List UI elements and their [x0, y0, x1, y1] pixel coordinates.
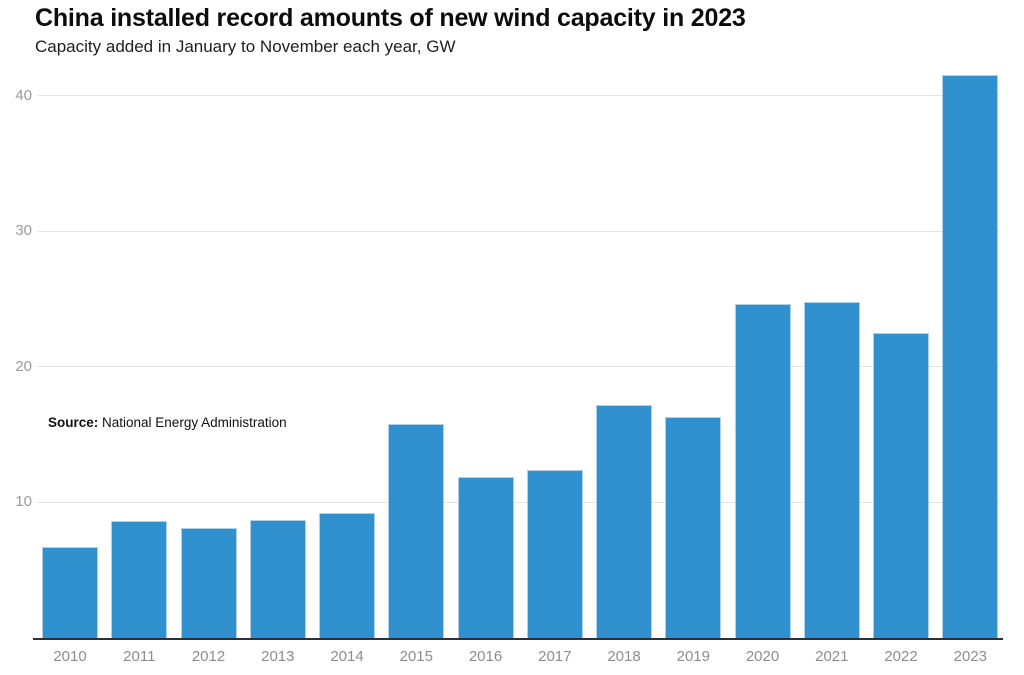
x-axis-tick-label: 2016 — [468, 648, 503, 665]
gridline-40 — [37, 95, 1000, 97]
bar-2014 — [319, 513, 375, 638]
x-axis-tick-label: 2014 — [330, 648, 364, 665]
y-axis-tick-label: 10 — [15, 493, 32, 511]
bar-2021 — [803, 301, 860, 638]
x-axis-tick-label: 2015 — [399, 648, 433, 665]
x-axis-line — [33, 638, 1003, 640]
y-axis-tick-label: 40 — [15, 86, 32, 104]
x-axis-tick-label: 2010 — [53, 648, 87, 665]
source-label: Source: — [48, 415, 99, 430]
bar-2019 — [665, 417, 722, 638]
x-axis-tick-label: 2018 — [607, 648, 641, 665]
bar-2010 — [42, 547, 98, 638]
x-axis-tick-label: 2019 — [676, 648, 710, 665]
x-axis-tick-label: 2012 — [191, 648, 226, 665]
chart-title: China installed record amounts of new wi… — [35, 4, 746, 32]
source-text: National Energy Administration — [98, 415, 287, 430]
bar-2011 — [111, 521, 168, 638]
x-axis-tick-label: 2022 — [884, 648, 918, 665]
chart-subtitle: Capacity added in January to November ea… — [35, 37, 456, 56]
bar-2015 — [388, 423, 445, 638]
bar-2023 — [942, 75, 999, 638]
gridline-20 — [37, 366, 1000, 368]
gridline-30 — [37, 230, 1000, 232]
x-axis-tick-label: 2023 — [953, 648, 987, 665]
x-axis-tick-label: 2021 — [815, 648, 849, 665]
x-axis-tick-label: 2020 — [745, 648, 780, 665]
x-axis-tick-label: 2013 — [261, 648, 295, 665]
bar-2017 — [526, 469, 583, 638]
bar-2022 — [873, 332, 929, 638]
bar-2016 — [457, 476, 514, 638]
bar-2020 — [734, 304, 791, 638]
y-axis-tick-label: 20 — [15, 357, 32, 375]
gridline-10 — [37, 501, 1000, 503]
y-axis-tick-label: 30 — [15, 222, 32, 240]
x-axis-tick-label: 2017 — [538, 648, 572, 665]
bar-2013 — [249, 520, 306, 638]
bar-2012 — [180, 528, 237, 638]
x-axis-tick-label: 2011 — [123, 648, 156, 665]
source-note: Source: National Energy Administration — [48, 415, 287, 430]
bar-2018 — [596, 404, 652, 638]
